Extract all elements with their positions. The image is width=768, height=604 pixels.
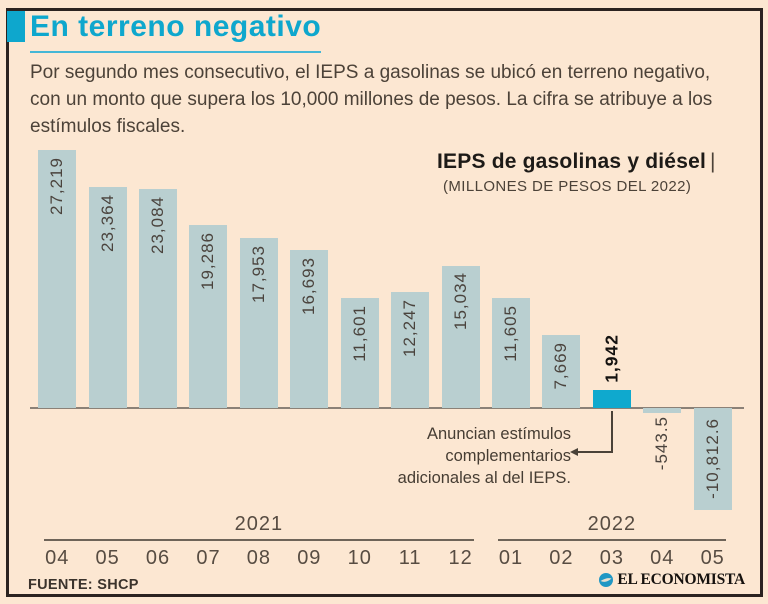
bar-slot: 11,605: [486, 148, 536, 520]
year-label: 2022: [587, 513, 637, 535]
bar-value-label: -543.5: [652, 416, 672, 471]
source-label: FUENTE: SHCP: [28, 577, 139, 593]
bar-highlighted: [592, 389, 631, 408]
plot-area: 27,219 23,364 23,084 19,286 17,953 16,693 11,6…: [30, 148, 744, 520]
bar-slot: 16,693: [284, 148, 334, 520]
page-title: En terreno negativo: [30, 10, 322, 53]
bar: [643, 408, 682, 414]
bar-value-label: 27,219: [47, 157, 67, 215]
bar-value-label: 15,034: [450, 272, 470, 331]
month-label: 11: [398, 547, 422, 569]
bar: [38, 150, 77, 408]
month-label: 05: [95, 547, 120, 569]
zero-axis-line: [30, 407, 744, 409]
bar-value-label: 1,942: [601, 333, 622, 383]
bar-value-label: 7,669: [551, 342, 571, 390]
year-group: 2021: [32, 513, 486, 541]
month-label: 04: [45, 547, 70, 569]
bar: [239, 237, 278, 408]
month-label: 01: [498, 547, 524, 569]
year-axis-line: [497, 539, 726, 541]
bar-slot: 11,601: [335, 148, 385, 520]
month-label: 09: [297, 547, 322, 569]
chart-title-text: IEPS de gasolinas y diésel: [437, 150, 706, 173]
bar: [492, 298, 530, 408]
bar-slot: 12,247: [385, 148, 435, 520]
bar-slot: 7,669: [536, 148, 586, 520]
month-label: 08: [246, 547, 272, 569]
bar: [340, 298, 379, 408]
bar: [542, 335, 581, 408]
globe-icon: [599, 573, 614, 587]
year-axis-line: [44, 539, 474, 541]
chart-title-separator: |: [709, 150, 716, 173]
bar-value-label: 11,605: [501, 305, 520, 362]
bar-slot: 1,942: [587, 148, 637, 520]
title-accent-square: [7, 11, 25, 42]
bar-slot: 23,364: [82, 148, 132, 520]
month-label: 06: [145, 547, 171, 569]
chart-title-block: IEPS de gasolinas y diésel | (MILLONES DE…: [437, 150, 747, 195]
bar-value-label: -10,812.6: [702, 418, 722, 499]
bar-value-label: 19,286: [198, 232, 218, 291]
month-label: 02: [549, 547, 574, 569]
month-label: 03: [599, 547, 624, 569]
month-label: 05: [700, 547, 725, 569]
month-label: 10: [347, 547, 372, 569]
annotation-text: Anuncian estímulos complementarios adici…: [397, 425, 571, 487]
bar: [441, 265, 480, 408]
bar-slot: 17,953: [234, 148, 284, 520]
bar-slot: -10,812.6: [687, 148, 737, 520]
bar-value-label: 12,247: [400, 298, 420, 357]
bar-value-label: 16,693: [299, 256, 319, 315]
bar: [391, 291, 430, 408]
bar-slot: 19,286: [183, 148, 233, 520]
brand-name: EL ECONOMISTA: [617, 571, 745, 588]
bar-value-label: 17,953: [248, 244, 268, 303]
months-axis: 04 05 06 07 08 09 10 11 12 01 02 03 04 05: [32, 547, 738, 570]
bar-slot: 15,034: [435, 148, 485, 520]
month-label: 12: [448, 547, 473, 569]
bar-slot: 23,084: [133, 148, 183, 520]
years-axis: 2021 2022: [32, 513, 738, 541]
annotation-connector-horizontal: [578, 451, 613, 453]
chart-subtitle: (MILLONES DE PESOS DEL 2022): [443, 178, 692, 195]
bar-slot: -543.5: [637, 148, 687, 520]
month-label: 07: [196, 547, 221, 569]
bar-slot: 27,219: [32, 148, 82, 520]
bar: [88, 186, 127, 408]
year-group: 2022: [486, 513, 738, 541]
bar: [189, 225, 228, 408]
chart-title: IEPS de gasolinas y diésel |: [437, 150, 747, 174]
bar-value-label: 23,084: [148, 196, 168, 255]
bar-value-label: 23,364: [97, 193, 117, 252]
bar-value-label: 11,601: [349, 305, 369, 362]
annotation-connector-vertical: [611, 411, 613, 453]
bar: [290, 249, 329, 408]
brand-logo: EL ECONOMISTA: [599, 571, 745, 589]
bar: [139, 189, 178, 408]
annotation-arrow-icon: [570, 448, 578, 456]
intro-paragraph: Por segundo mes consecutivo, el IEPS a g…: [30, 62, 713, 137]
year-label: 2021: [234, 513, 284, 535]
bar: [693, 408, 732, 511]
month-label: 04: [650, 547, 675, 569]
